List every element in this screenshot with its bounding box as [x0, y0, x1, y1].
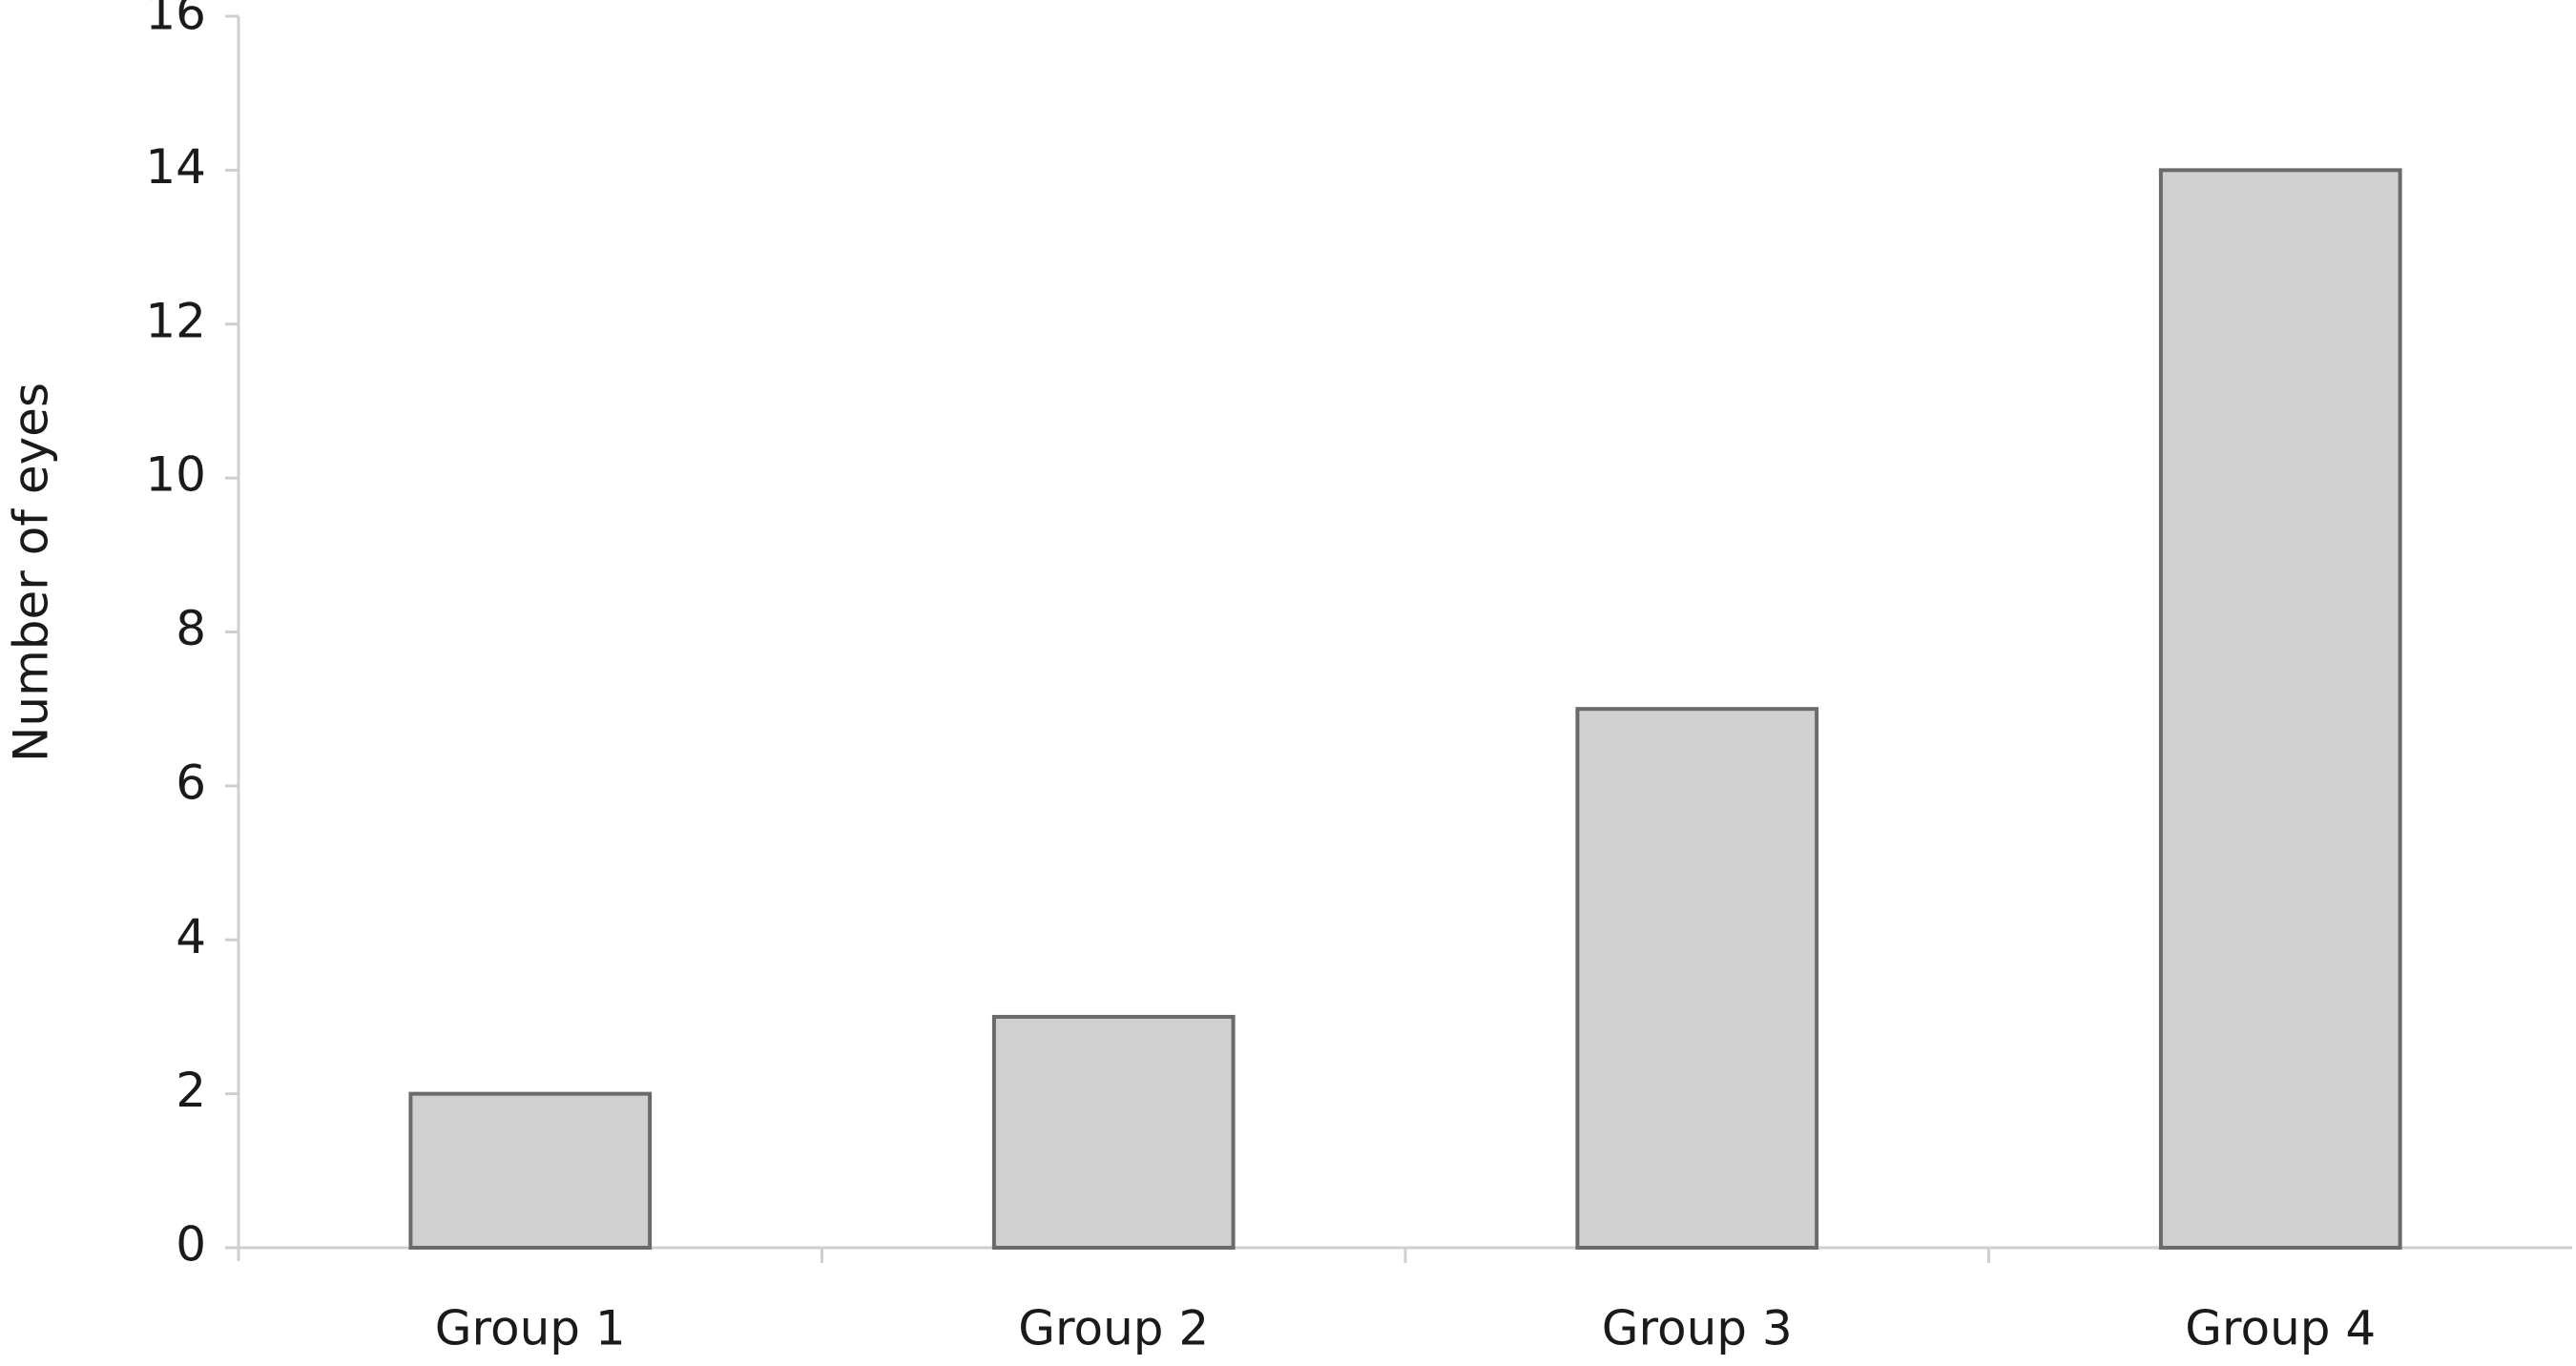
y-tick-label: 8	[176, 601, 206, 656]
bar	[408, 1091, 653, 1250]
x-tick-label: Group 4	[2185, 1301, 2376, 1356]
y-tick-label: 6	[176, 755, 206, 810]
y-tick-label: 10	[145, 447, 206, 503]
y-tick-label: 12	[145, 293, 206, 348]
x-tick-label: Group 1	[435, 1301, 626, 1356]
bar	[991, 1014, 1236, 1250]
y-tick-label: 14	[145, 139, 206, 195]
bar	[2158, 168, 2402, 1250]
y-axis-label: Number of eyes	[4, 383, 59, 762]
y-tick-label: 2	[176, 1063, 206, 1118]
x-tick-label: Group 3	[1602, 1301, 1793, 1356]
bar	[1575, 707, 1819, 1250]
y-tick-label: 16	[145, 0, 206, 41]
y-tick-label: 0	[176, 1217, 206, 1273]
y-tick-label: 4	[176, 909, 206, 964]
x-tick-label: Group 2	[1018, 1301, 1209, 1356]
